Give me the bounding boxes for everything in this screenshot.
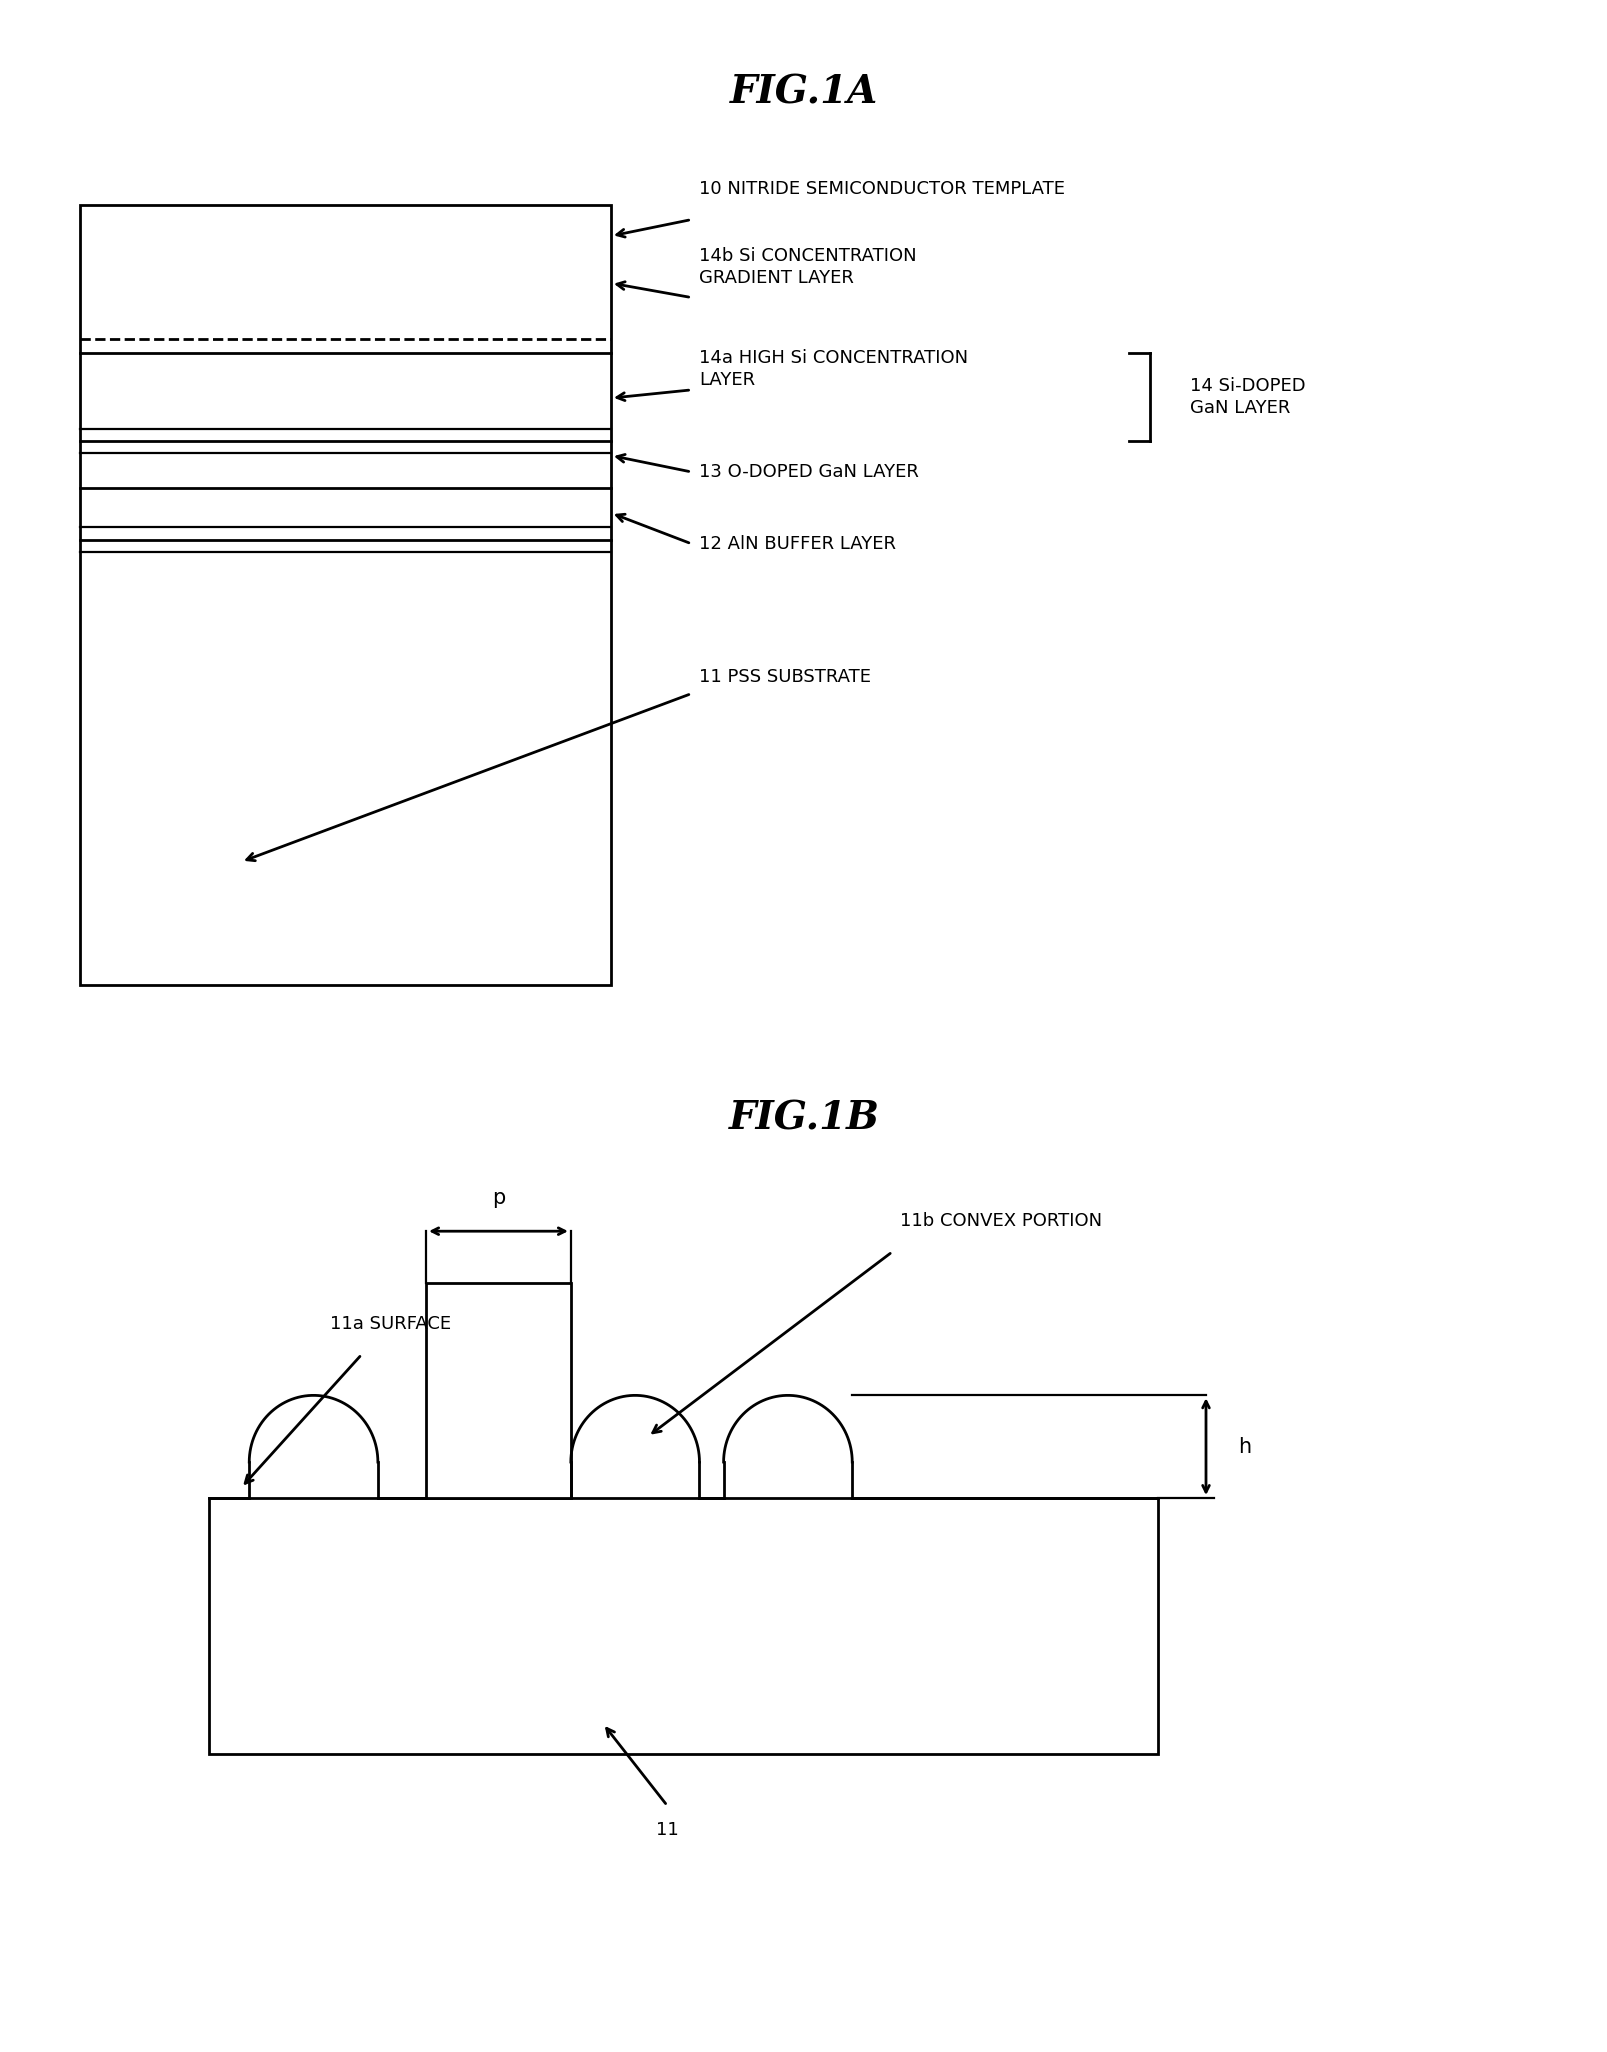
Text: p: p	[492, 1188, 505, 1209]
Text: FIG.1B: FIG.1B	[728, 1100, 879, 1137]
Text: 13 O-DOPED GaN LAYER: 13 O-DOPED GaN LAYER	[699, 464, 919, 480]
Text: 14a HIGH Si CONCENTRATION
LAYER: 14a HIGH Si CONCENTRATION LAYER	[699, 349, 967, 390]
Text: 11 PSS SUBSTRATE: 11 PSS SUBSTRATE	[699, 669, 871, 685]
Text: 12 AlN BUFFER LAYER: 12 AlN BUFFER LAYER	[699, 536, 897, 552]
Text: 11: 11	[656, 1822, 678, 1839]
Text: h: h	[1237, 1436, 1250, 1457]
Bar	[209, 1498, 1157, 1754]
Text: 14b Si CONCENTRATION
GRADIENT LAYER: 14b Si CONCENTRATION GRADIENT LAYER	[699, 246, 916, 287]
Bar	[80, 205, 611, 985]
Text: FIG.1A: FIG.1A	[730, 74, 877, 111]
Text: 11a SURFACE: 11a SURFACE	[329, 1315, 450, 1332]
Bar	[426, 1282, 570, 1498]
Text: 14 Si-DOPED
GaN LAYER: 14 Si-DOPED GaN LAYER	[1189, 378, 1305, 417]
Text: 11b CONVEX PORTION: 11b CONVEX PORTION	[900, 1213, 1102, 1229]
Text: 10 NITRIDE SEMICONDUCTOR TEMPLATE: 10 NITRIDE SEMICONDUCTOR TEMPLATE	[699, 181, 1065, 197]
